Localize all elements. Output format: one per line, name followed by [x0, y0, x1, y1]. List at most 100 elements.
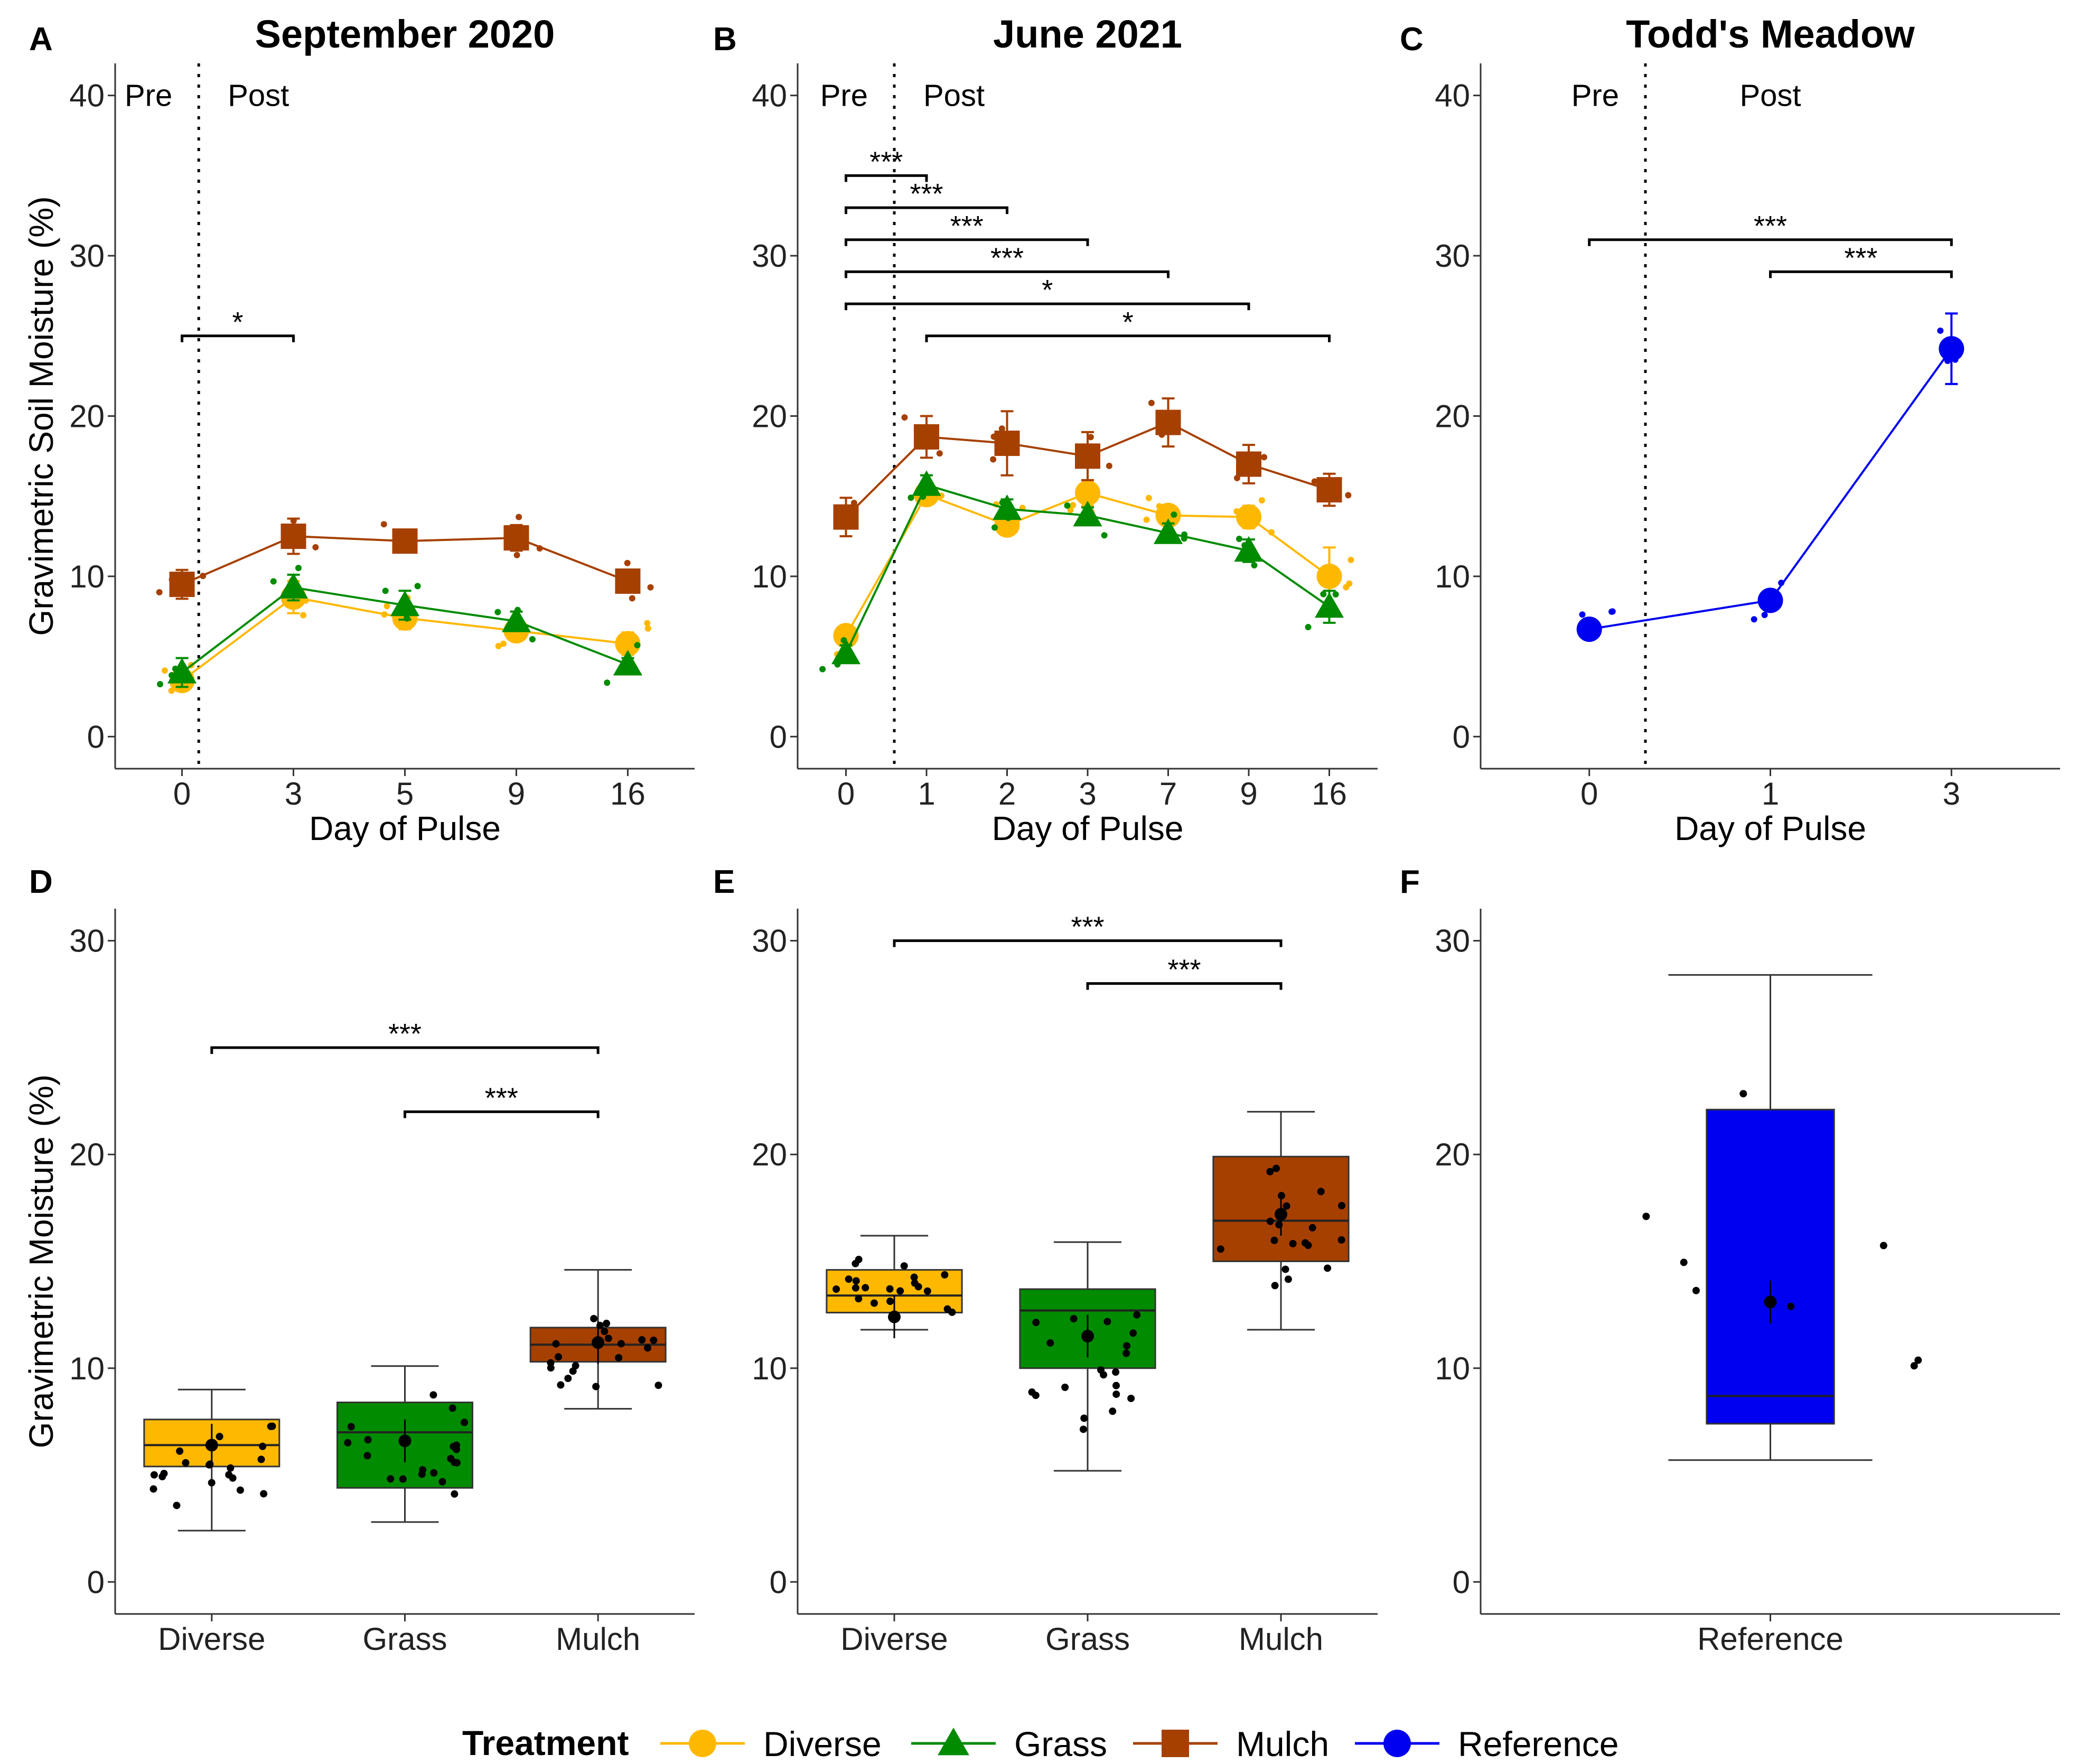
raw-point [601, 1328, 609, 1336]
box-reference [1642, 974, 1922, 1461]
x-tick-label: 3 [285, 776, 302, 811]
data-point [912, 470, 941, 496]
raw-point [1106, 462, 1112, 469]
series-grass [819, 470, 1344, 673]
raw-point [1046, 1339, 1054, 1347]
raw-point [500, 640, 507, 647]
y-tick-label: 30 [752, 923, 787, 959]
raw-point [603, 1320, 611, 1328]
x-tick-label: 16 [1312, 776, 1347, 811]
raw-point [387, 1475, 395, 1483]
data-point [1939, 336, 1964, 362]
y-axis-title: Gravimetric Soil Moisture (%) [22, 196, 60, 636]
bracket-line [210, 1046, 600, 1054]
raw-point [644, 1344, 652, 1352]
raw-point [259, 1442, 267, 1450]
raw-point [295, 565, 302, 572]
raw-point [1281, 1265, 1289, 1273]
bracket-label: * [1122, 306, 1134, 338]
raw-point [941, 1271, 949, 1279]
y-tick-label: 0 [1453, 1564, 1470, 1600]
data-point [392, 528, 418, 554]
raw-point [923, 1287, 931, 1295]
x-tick-label: Grass [1045, 1621, 1130, 1657]
raw-point [430, 1469, 438, 1477]
panel-letter-D: D [29, 864, 53, 900]
raw-point [644, 620, 651, 627]
raw-point [1122, 1349, 1130, 1357]
box-body [1706, 1108, 1835, 1425]
series-reference [1576, 312, 1964, 642]
y-tick-label: 30 [1435, 923, 1470, 959]
x-tick-label: 3 [1079, 776, 1096, 811]
raw-point [907, 494, 914, 501]
bracket-line [181, 334, 295, 342]
raw-point [173, 1501, 181, 1509]
raw-point [852, 1284, 859, 1292]
y-tick-label: 20 [69, 399, 105, 434]
series-mulch [156, 514, 654, 602]
series-mulch [833, 397, 1352, 538]
bracket-label: *** [990, 242, 1024, 274]
raw-point [1101, 532, 1108, 539]
raw-point [182, 1459, 190, 1467]
y-tick-label: 10 [69, 1351, 105, 1386]
raw-point [1145, 494, 1152, 501]
x-tick-label: Diverse [158, 1621, 265, 1657]
raw-point [1879, 1242, 1887, 1249]
legend-item-reference: Reference [1355, 1724, 1619, 1763]
bracket-line [404, 1110, 600, 1118]
x-axis-title: Day of Pulse [992, 809, 1184, 847]
raw-point [1064, 502, 1071, 509]
pre-label: Pre [820, 79, 868, 113]
raw-point [604, 679, 611, 686]
raw-point [300, 612, 307, 619]
x-tick-label: 2 [998, 776, 1016, 811]
raw-point [1103, 1318, 1111, 1326]
raw-point [418, 1470, 426, 1478]
raw-point [227, 1464, 235, 1472]
raw-point [225, 1471, 233, 1479]
x-axis-title: Day of Pulse [1674, 809, 1866, 847]
raw-point [1283, 1202, 1290, 1210]
raw-point [513, 552, 520, 558]
raw-point [399, 1475, 407, 1483]
raw-point [1914, 1356, 1922, 1364]
bracket-line [845, 238, 1089, 246]
raw-point [494, 609, 501, 615]
x-tick-label: 1 [918, 776, 935, 811]
legend-marker [689, 1730, 716, 1757]
raw-point [638, 1336, 646, 1344]
y-tick-label: 10 [752, 1351, 787, 1386]
panel-B: B June 2021 0 10 20 30 40 0 1 2 3 7 9 16 Day of Pulse *… [713, 12, 1378, 847]
panel-letter-A: A [29, 21, 53, 58]
raw-point [149, 1485, 157, 1493]
x-tick-label: 3 [1943, 776, 1960, 811]
legend-label: Grass [1014, 1724, 1107, 1763]
raw-point [845, 1275, 853, 1283]
bracket-label: *** [1754, 210, 1787, 242]
raw-point [1070, 502, 1077, 509]
data-point [1234, 536, 1264, 562]
significance-bracket: *** [893, 911, 1283, 947]
data-point [1075, 443, 1100, 469]
data-point [1576, 617, 1602, 642]
raw-point [654, 1382, 662, 1389]
legend-marker [1162, 1730, 1189, 1757]
data-point [501, 606, 531, 632]
data-point [994, 431, 1020, 456]
raw-point [564, 1375, 572, 1383]
box-grass [336, 1365, 473, 1523]
y-tick-label: 0 [1453, 719, 1470, 754]
raw-point [1070, 1315, 1078, 1323]
raw-point [1127, 1394, 1135, 1402]
y-tick-label: 20 [752, 1137, 787, 1172]
raw-point [176, 1447, 184, 1455]
raw-point [1251, 562, 1258, 569]
data-point [615, 568, 641, 594]
legend-label: Reference [1458, 1724, 1619, 1763]
bracket-line [845, 174, 928, 182]
raw-point [363, 1452, 371, 1460]
bracket-label: *** [388, 1018, 422, 1050]
